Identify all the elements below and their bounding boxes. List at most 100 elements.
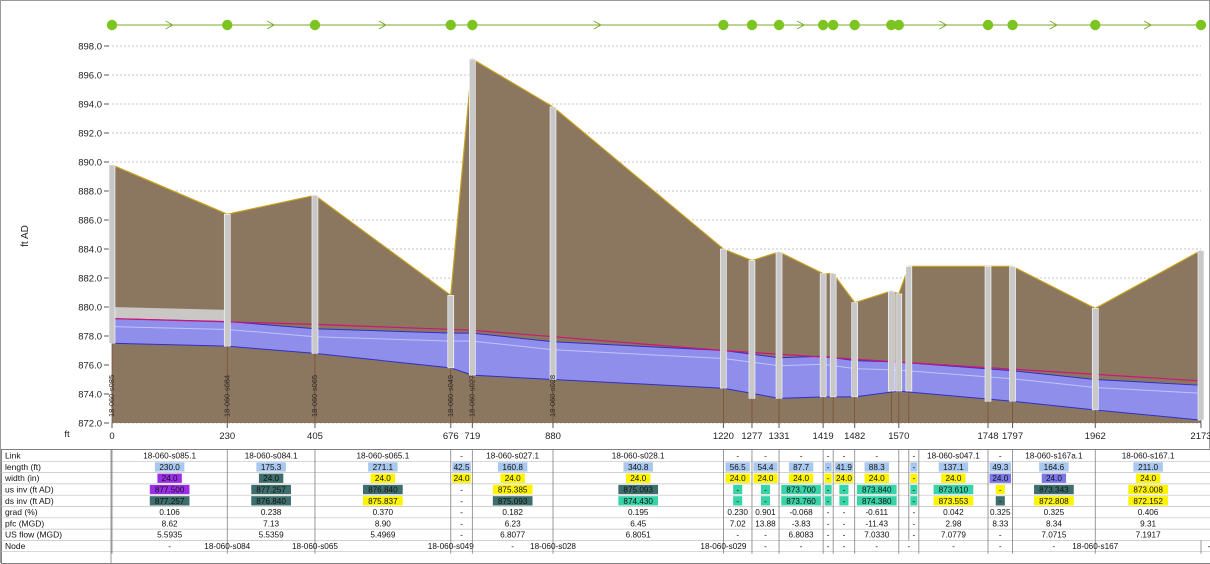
grid-cell-usinv: - bbox=[827, 486, 830, 495]
manhole[interactable] bbox=[776, 252, 782, 398]
grid-cell-grad: 0.230 bbox=[727, 508, 748, 517]
grid-cell-width: 24.0 bbox=[730, 474, 746, 483]
grid-cell-width: 24.0 bbox=[793, 474, 809, 483]
manhole[interactable] bbox=[888, 291, 894, 391]
node-row-cell: 18-060-s049 bbox=[428, 542, 474, 551]
node-marker[interactable] bbox=[818, 20, 828, 30]
node-label: 18-060-s028 bbox=[548, 375, 557, 417]
grid-cell-flow: - bbox=[460, 531, 463, 540]
x-tick-label: 405 bbox=[307, 431, 323, 442]
grid-cell-pfc: 7.02 bbox=[730, 519, 746, 528]
manhole[interactable] bbox=[985, 266, 991, 401]
profile-chart: 872.0874.0876.0878.0880.0882.0884.0886.0… bbox=[1, 1, 1210, 449]
node-marker[interactable] bbox=[828, 20, 838, 30]
node-row-cell: 18-060-s167 bbox=[1072, 542, 1118, 551]
grid-cell-length: 175.3 bbox=[261, 463, 282, 472]
grid-cell-flow: 6.8077 bbox=[500, 531, 525, 540]
manhole[interactable] bbox=[469, 59, 475, 375]
grid-row-label: US flow (MGD) bbox=[5, 530, 62, 540]
manhole[interactable] bbox=[1092, 308, 1098, 410]
grid-cell-dsinv: - bbox=[999, 497, 1002, 506]
node-marker[interactable] bbox=[222, 20, 232, 30]
node-marker[interactable] bbox=[446, 20, 456, 30]
grid-cell-flow: - bbox=[764, 531, 767, 540]
grid-cell-dsinv: 876.840 bbox=[256, 497, 286, 506]
node-label: 18-060-s027 bbox=[467, 375, 476, 417]
node-marker[interactable] bbox=[1090, 20, 1100, 30]
node-marker[interactable] bbox=[1196, 20, 1206, 30]
grid-cell-width: 24.0 bbox=[630, 474, 646, 483]
grid-cell-width: 24.0 bbox=[1140, 474, 1156, 483]
node-row-cell: 18-060-s028 bbox=[530, 542, 576, 551]
grid-cell-usinv: - bbox=[736, 486, 739, 495]
grid-cell-pfc: 7.13 bbox=[263, 519, 279, 528]
grid-cell-width: 24.0 bbox=[836, 474, 852, 483]
grid-cell-dsinv: - bbox=[843, 497, 846, 506]
grid-cell-width: 24.0 bbox=[505, 474, 521, 483]
manhole[interactable] bbox=[448, 295, 454, 368]
node-marker[interactable] bbox=[850, 20, 860, 30]
node-marker[interactable] bbox=[718, 20, 728, 30]
grid-cell-grad: 0.042 bbox=[943, 508, 964, 517]
grid-cell-dsinv: - bbox=[736, 497, 739, 506]
grid-cell-usinv: - bbox=[460, 486, 463, 495]
grid-cell-length: 49.3 bbox=[992, 463, 1008, 472]
grid-cell-link: 18-060-s085.1 bbox=[143, 452, 196, 461]
manhole[interactable] bbox=[1198, 250, 1204, 420]
node-marker[interactable] bbox=[747, 20, 757, 30]
manhole[interactable] bbox=[550, 107, 556, 380]
grid-cell-usinv: - bbox=[999, 486, 1002, 495]
manhole[interactable] bbox=[720, 249, 726, 388]
grid-row-label: Link bbox=[5, 451, 21, 461]
x-tick-label: 2173 bbox=[1190, 431, 1210, 442]
grid-cell-grad: - bbox=[460, 508, 463, 517]
manhole[interactable] bbox=[820, 274, 826, 397]
node-row-cell: 18-060-s029 bbox=[700, 542, 746, 551]
manhole[interactable] bbox=[749, 261, 755, 399]
grid-cell-pfc: 8.90 bbox=[375, 519, 391, 528]
node-row-cell: - bbox=[800, 542, 803, 551]
manhole[interactable] bbox=[312, 195, 318, 353]
grid-row-label: grad (%) bbox=[5, 507, 38, 517]
node-marker[interactable] bbox=[894, 20, 904, 30]
node-marker[interactable] bbox=[107, 20, 117, 30]
grid-cell-link: - bbox=[912, 452, 915, 461]
grid-cell-length: 87.7 bbox=[793, 463, 809, 472]
x-tick-label: 1419 bbox=[813, 431, 834, 442]
grid-cell-grad: -0.611 bbox=[865, 508, 888, 517]
y-tick-label: 880.0 bbox=[78, 303, 102, 314]
manhole[interactable] bbox=[830, 274, 836, 397]
grid-cell-length: 160.8 bbox=[502, 463, 523, 472]
manhole[interactable] bbox=[906, 266, 912, 391]
grid-cell-link: - bbox=[460, 452, 463, 461]
node-row-cell: 18-060-s084 bbox=[204, 542, 250, 551]
node-label: 18-060-s084 bbox=[222, 375, 231, 417]
grid-cell-flow: 5.4969 bbox=[370, 531, 395, 540]
node-marker[interactable] bbox=[467, 20, 477, 30]
grid-cell-dsinv: 874.380 bbox=[862, 497, 892, 506]
node-marker[interactable] bbox=[1007, 20, 1017, 30]
manhole[interactable] bbox=[896, 294, 902, 391]
node-marker[interactable] bbox=[774, 20, 784, 30]
grid-cell-link: 18-060-s167a.1 bbox=[1025, 452, 1083, 461]
grid-cell-usinv: 873.343 bbox=[1039, 486, 1069, 495]
grid-cell-width: 24.0 bbox=[1046, 474, 1062, 483]
grid-cell-grad: 0.195 bbox=[628, 508, 649, 517]
manhole[interactable] bbox=[109, 165, 115, 343]
grid-cell-grad: - bbox=[912, 508, 915, 517]
manhole[interactable] bbox=[224, 214, 230, 346]
grid-cell-usinv: 875.093 bbox=[623, 486, 653, 495]
x-tick-label: 1482 bbox=[844, 431, 865, 442]
node-marker[interactable] bbox=[983, 20, 993, 30]
grid-cell-link: 18-060-s084.1 bbox=[245, 452, 298, 461]
node-row-cell: - bbox=[511, 542, 514, 551]
manhole[interactable] bbox=[1010, 266, 1016, 401]
node-row-cell: 18-060-s065 bbox=[292, 542, 338, 551]
y-tick-label: 882.0 bbox=[78, 274, 102, 285]
grid-cell-flow: 7.0330 bbox=[864, 531, 889, 540]
manhole[interactable] bbox=[852, 303, 858, 397]
grid-cell-pfc: 8.33 bbox=[992, 519, 1008, 528]
grid-cell-usinv: 873.700 bbox=[786, 486, 816, 495]
grid-cell-flow: 5.5359 bbox=[259, 531, 284, 540]
node-marker[interactable] bbox=[310, 20, 320, 30]
